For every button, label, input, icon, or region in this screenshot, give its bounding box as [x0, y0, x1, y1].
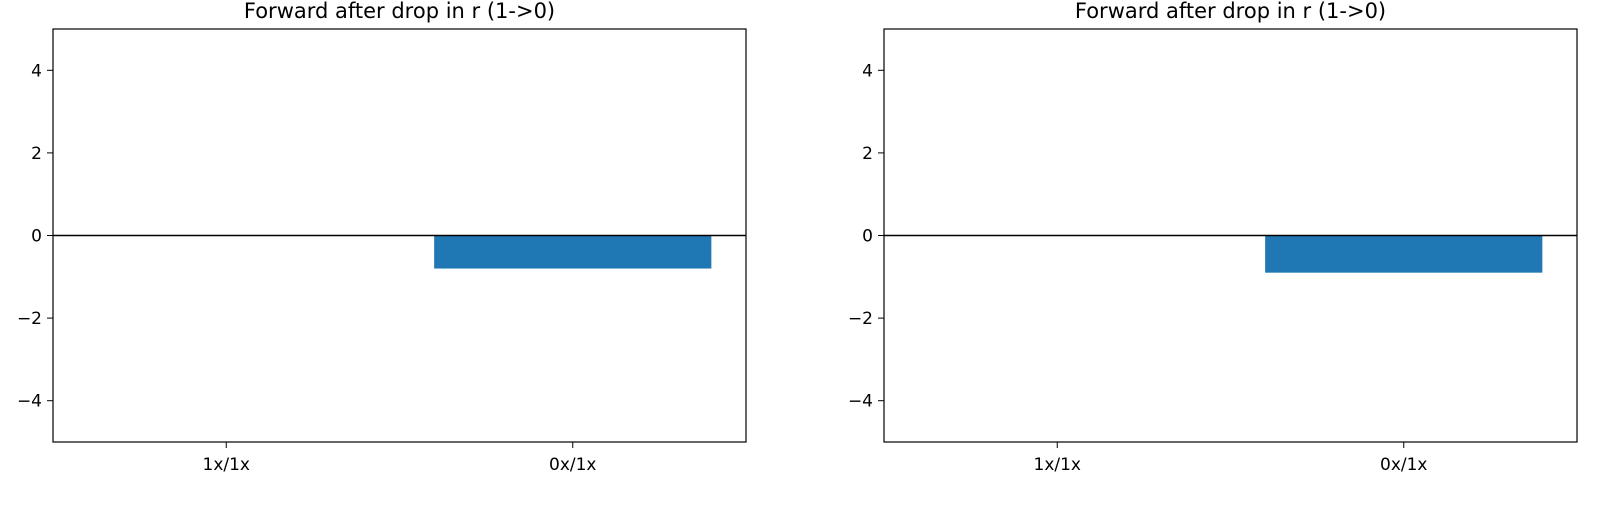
y-tick-label: −4: [848, 392, 873, 412]
y-tick-label: 2: [862, 144, 873, 164]
bar-0x-1x: [434, 235, 712, 269]
x-tick-label: 0x/1x: [1380, 455, 1427, 475]
y-tick-label: −2: [848, 309, 873, 329]
chart-title: Forward after drop in r (1->0): [244, 0, 555, 23]
x-tick-label: 1x/1x: [203, 455, 250, 475]
chart-title: Forward after drop in r (1->0): [1075, 0, 1386, 23]
bar-0x-1x: [1265, 235, 1543, 273]
y-tick-label: 4: [862, 61, 873, 81]
y-tick-label: 0: [31, 227, 42, 247]
y-tick-label: 4: [31, 61, 42, 81]
y-tick-label: −4: [17, 392, 42, 412]
y-tick-label: 2: [31, 144, 42, 164]
y-tick-label: −2: [17, 309, 42, 329]
y-tick-label: 0: [862, 227, 873, 247]
x-tick-label: 0x/1x: [549, 455, 596, 475]
x-tick-label: 1x/1x: [1034, 455, 1081, 475]
